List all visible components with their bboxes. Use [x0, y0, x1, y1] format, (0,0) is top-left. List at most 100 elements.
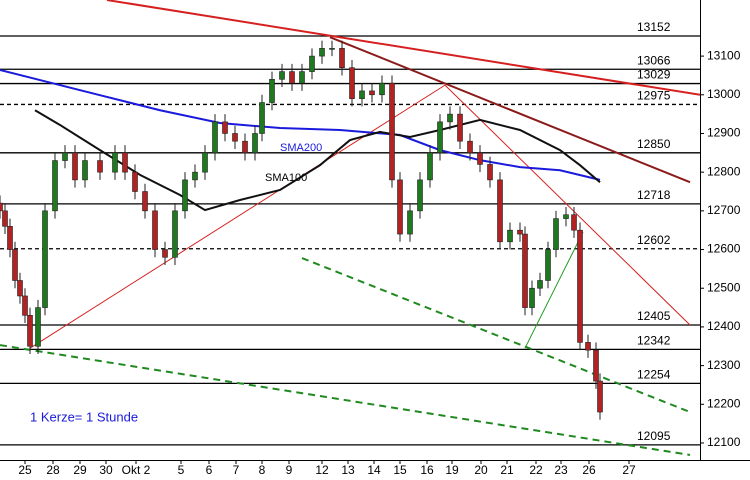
- candle-body: [72, 152, 78, 181]
- level-label: 12850: [637, 137, 671, 151]
- candle-body: [259, 102, 265, 134]
- candle-body: [457, 113, 463, 142]
- candle-body: [252, 133, 258, 154]
- candle-body: [192, 171, 198, 181]
- candle-body: [12, 249, 18, 281]
- level-label: 12095: [637, 429, 671, 443]
- candle-body: [507, 229, 513, 243]
- trend-line: [524, 231, 584, 349]
- x-tick-label: 25: [18, 463, 32, 477]
- candle-body: [172, 210, 178, 258]
- candle-body: [97, 160, 103, 173]
- x-tick-label: 19: [445, 463, 459, 477]
- trend-line: [0, 344, 691, 456]
- candle-body: [2, 210, 8, 227]
- candle-body: [279, 71, 285, 80]
- x-tick-label: 12: [315, 463, 329, 477]
- candle-body: [477, 152, 483, 165]
- x-tick-label: 23: [554, 463, 568, 477]
- y-tick-label: 12300: [707, 358, 741, 372]
- candle-body: [52, 160, 58, 212]
- candle-body: [437, 121, 443, 154]
- candle-body: [62, 152, 68, 161]
- candle-body: [369, 90, 375, 96]
- level-label: 12254: [637, 368, 671, 382]
- x-tick-label: 30: [99, 463, 113, 477]
- candle-body: [212, 121, 218, 154]
- x-tick-label: 22: [529, 463, 543, 477]
- x-tick-label: 9: [286, 463, 293, 477]
- series-label: SMA100: [265, 172, 307, 184]
- trend-line: [329, 36, 691, 184]
- candle-body: [349, 67, 355, 99]
- x-tick-label: 15: [393, 463, 407, 477]
- x-tick-label: 7: [233, 463, 240, 477]
- level-label: 12342: [637, 334, 671, 348]
- x-tick-label: Okt 2: [122, 463, 151, 477]
- x-tick-label: 13: [341, 463, 355, 477]
- candle-body: [132, 171, 138, 192]
- x-tick-label: 14: [367, 463, 381, 477]
- y-tick-label: 12400: [707, 319, 741, 333]
- x-tick-label: 5: [178, 463, 185, 477]
- x-tick-label: 8: [259, 463, 266, 477]
- level-label: 13029: [637, 68, 671, 82]
- candle-body: [487, 164, 493, 181]
- candle-body: [152, 210, 158, 250]
- candle-body: [585, 342, 591, 351]
- candle-body: [427, 152, 433, 181]
- candle-body: [22, 295, 28, 316]
- x-tick-label: 29: [73, 463, 87, 477]
- candle-body: [389, 82, 395, 181]
- y-tick-label: 12500: [707, 280, 741, 294]
- candle-body: [467, 140, 473, 154]
- level-label: 12405: [637, 309, 671, 323]
- candle-body: [42, 210, 48, 308]
- candle-body: [289, 71, 295, 84]
- candle-body: [397, 179, 403, 235]
- candle-body: [35, 307, 41, 347]
- candle-body: [17, 280, 23, 297]
- candle-body: [182, 179, 188, 212]
- x-tick-label: 6: [206, 463, 213, 477]
- x-tick-label: 26: [582, 463, 596, 477]
- y-tick-label: 12200: [707, 396, 741, 410]
- candle-body: [497, 179, 503, 243]
- candle-body: [417, 179, 423, 212]
- candle-body: [517, 229, 523, 235]
- candle-body: [339, 48, 345, 69]
- trend-line: [106, 0, 700, 96]
- candle-body: [202, 152, 208, 173]
- x-tick-label: 28: [46, 463, 60, 477]
- candle-body: [299, 71, 305, 84]
- candle-body: [545, 249, 551, 281]
- x-tick-label: 16: [420, 463, 434, 477]
- y-tick-label: 12600: [707, 242, 741, 256]
- y-tick-label: 13100: [707, 48, 741, 62]
- series-label: SMA200: [280, 142, 322, 154]
- y-tick-label: 12700: [707, 203, 741, 217]
- level-label: 13066: [637, 53, 671, 67]
- x-tick-label: 20: [474, 463, 488, 477]
- level-label: 12975: [637, 89, 671, 103]
- candle-body: [379, 82, 385, 96]
- level-label: 13152: [637, 20, 671, 34]
- trend-line: [444, 84, 691, 326]
- x-tick-label: 21: [500, 463, 514, 477]
- candle-body: [222, 121, 228, 134]
- candle-body: [537, 280, 543, 289]
- candle-body: [232, 133, 238, 142]
- moving-average: [0, 69, 601, 181]
- candle-body: [0, 202, 3, 212]
- candle-body: [571, 214, 577, 231]
- note: 1 Kerze= 1 Stunde: [30, 409, 138, 424]
- candle-body: [82, 160, 88, 181]
- y-tick-label: 12900: [707, 126, 741, 140]
- trend-line: [29, 84, 446, 349]
- level-label: 12602: [637, 233, 671, 247]
- candle-body: [7, 226, 13, 250]
- candle-body: [142, 191, 148, 212]
- candle-body: [112, 152, 118, 173]
